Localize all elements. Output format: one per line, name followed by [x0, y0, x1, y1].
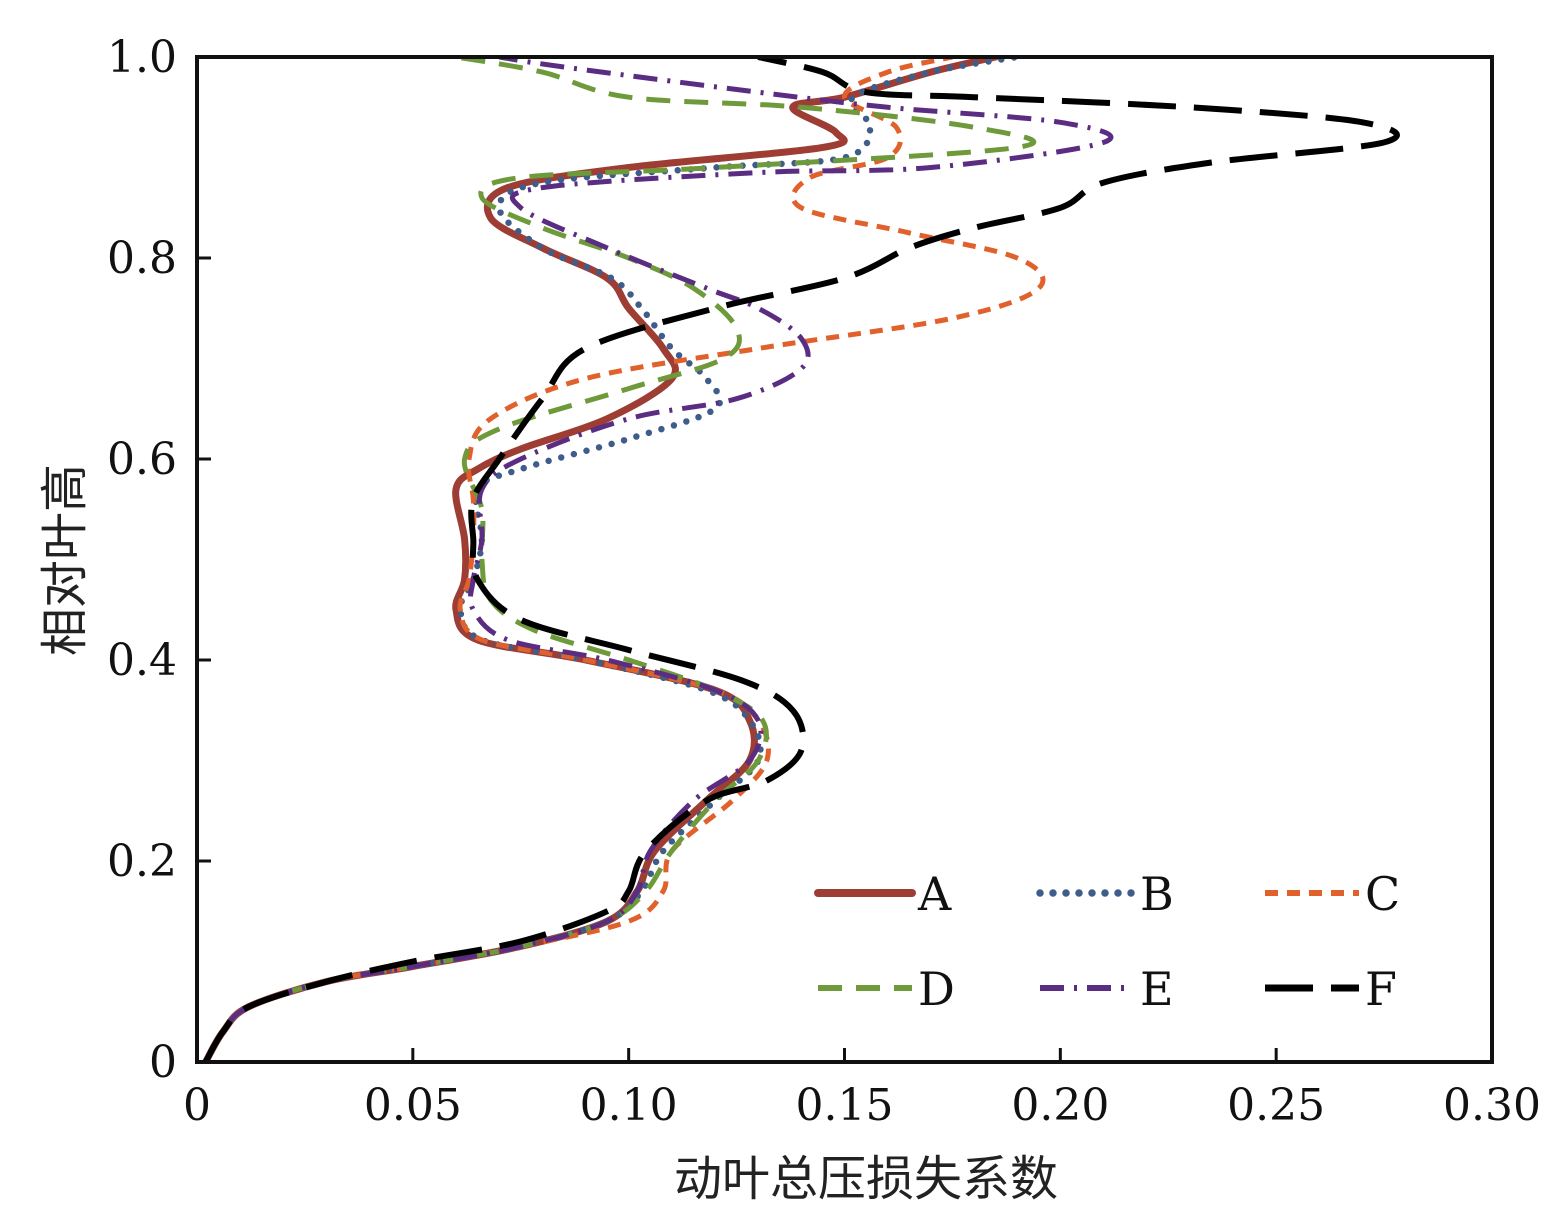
legend: A B C D E F [814, 867, 1400, 1016]
legend-label-F: F [1365, 962, 1397, 1016]
series-line-A [202, 57, 1000, 1062]
x-axis-title: 动叶总压损失系数 [674, 1151, 1058, 1207]
legend-label-A: A [917, 867, 952, 921]
x-tick-label: 0.05 [364, 1080, 462, 1131]
y-tick-label: 0.4 [107, 635, 177, 686]
y-tick-label: 0.2 [107, 836, 177, 887]
x-tick-label: 0.25 [1227, 1080, 1325, 1131]
y-tick-label: 0 [149, 1037, 177, 1088]
y-tick-label: 0.6 [107, 434, 177, 485]
x-tick-label: 0.10 [580, 1080, 678, 1131]
series-line-F [202, 57, 1400, 1062]
tick-layer: 0 0.05 0.10 0.15 0.20 0.25 0.30 0 0.2 0.4 0.6 0.8 1.… [107, 32, 1541, 1131]
x-tick-label: 0.20 [1011, 1080, 1109, 1131]
legend-label-E: E [1140, 962, 1174, 1016]
y-axis-title: 相对叶高 [37, 464, 93, 656]
legend-label-C: C [1365, 867, 1400, 921]
series-layer [202, 57, 1400, 1062]
x-tick-label: 0.30 [1443, 1080, 1541, 1131]
series-line-B [202, 57, 1021, 1062]
x-tick-label: 0 [183, 1080, 211, 1131]
plot-frame [195, 55, 1494, 1064]
legend-label-B: B [1140, 867, 1174, 921]
series-line-E [203, 57, 1114, 1062]
legend-label-D: D [918, 962, 955, 1016]
y-tick-label: 1.0 [107, 32, 177, 83]
x-tick-label: 0.15 [796, 1080, 894, 1131]
y-tick-label: 0.8 [107, 233, 177, 284]
